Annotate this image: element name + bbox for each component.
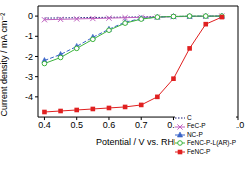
svg-text:1.0: 1.0 xyxy=(232,120,239,130)
svg-text:0.6: 0.6 xyxy=(103,120,116,130)
svg-text:-1: -1 xyxy=(25,31,33,41)
svg-text:-4: -4 xyxy=(25,92,33,102)
svg-text:-2: -2 xyxy=(25,52,33,62)
svg-text:0: 0 xyxy=(28,11,33,21)
svg-text:0.5: 0.5 xyxy=(70,120,83,130)
svg-text:Potential / V vs. RHE: Potential / V vs. RHE xyxy=(96,137,180,147)
svg-text:0.9: 0.9 xyxy=(199,120,212,130)
svg-text:0.4: 0.4 xyxy=(38,120,51,130)
svg-text:0.7: 0.7 xyxy=(135,120,148,130)
svg-text:Current density / mA cm⁻²: Current density / mA cm⁻² xyxy=(8,13,9,117)
svg-text:-3: -3 xyxy=(25,72,33,82)
svg-text:0.8: 0.8 xyxy=(167,120,180,130)
